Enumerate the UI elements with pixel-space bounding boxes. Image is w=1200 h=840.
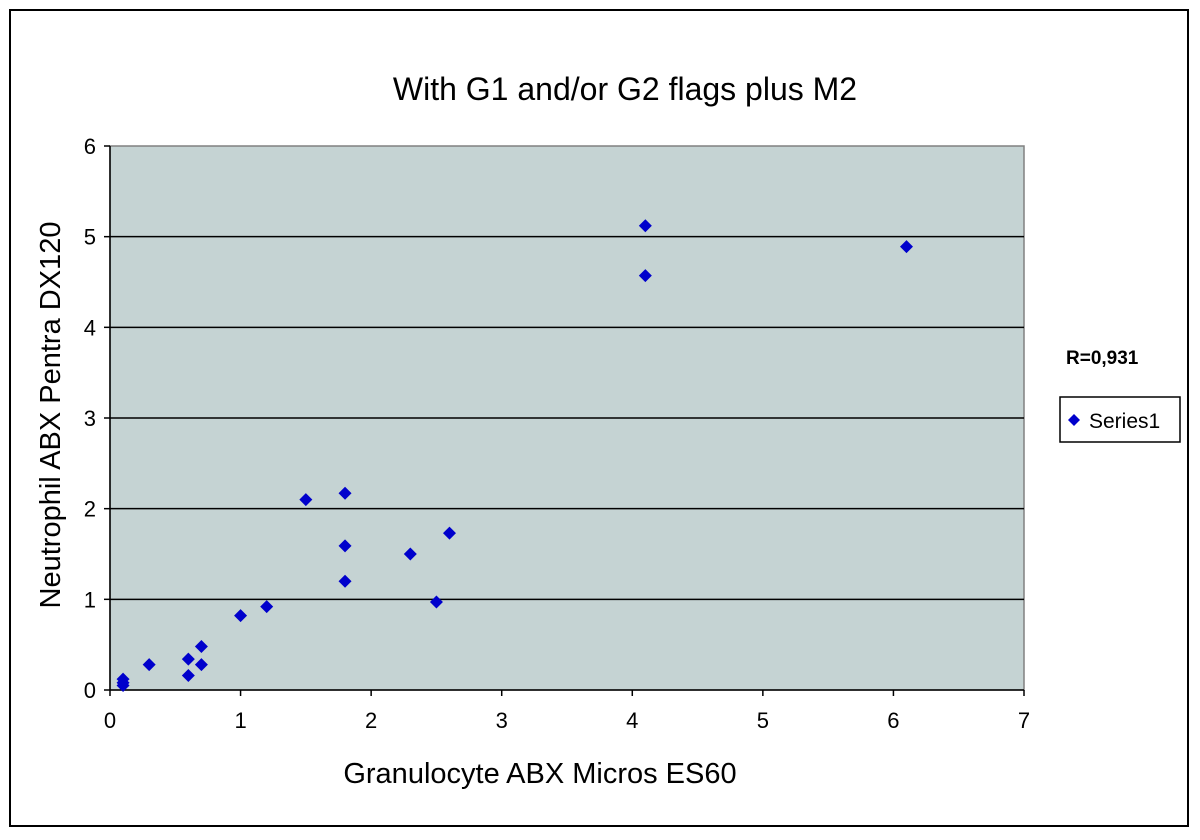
legend: Series1 bbox=[1059, 396, 1181, 443]
data-point-16 bbox=[429, 595, 443, 609]
y-tick-label: 6 bbox=[84, 134, 96, 159]
x-ticks: 0 1 2 3 4 5 6 7 bbox=[104, 690, 1030, 733]
x-axis-label: Granulocyte ABX Micros ES60 bbox=[343, 758, 736, 790]
data-point-7 bbox=[194, 658, 208, 672]
correlation-annotation: R=0,931 bbox=[1066, 348, 1139, 369]
data-point-15 bbox=[403, 547, 417, 561]
legend-box bbox=[1059, 396, 1181, 443]
data-point-9 bbox=[234, 609, 248, 623]
x-tick-label: 2 bbox=[365, 708, 377, 733]
data-point-6 bbox=[181, 652, 195, 666]
data-point-11 bbox=[299, 493, 313, 507]
x-tick-label: 5 bbox=[757, 708, 769, 733]
x-tick-label: 1 bbox=[234, 708, 246, 733]
y-tick-label: 1 bbox=[84, 587, 96, 612]
y-axis-label: Neutrophil ABX Pentra DX120 bbox=[35, 222, 67, 609]
data-point-19 bbox=[638, 269, 652, 283]
data-point-3 bbox=[116, 672, 130, 686]
chart-title: With G1 and/or G2 flags plus M2 bbox=[393, 71, 857, 107]
data-point-4 bbox=[142, 658, 156, 672]
data-point-13 bbox=[338, 539, 352, 553]
data-point-18 bbox=[638, 219, 652, 233]
y-tick-label: 0 bbox=[84, 678, 96, 703]
y-tick-label: 3 bbox=[84, 406, 96, 431]
data-point-8 bbox=[194, 639, 208, 653]
x-tick-label: 0 bbox=[104, 708, 116, 733]
grid-lines bbox=[110, 235, 1024, 601]
data-points bbox=[116, 219, 913, 692]
y-ticks: 0 1 2 3 4 5 6 bbox=[84, 134, 110, 703]
data-point-17 bbox=[442, 526, 456, 540]
legend-marker-series1 bbox=[1068, 414, 1080, 426]
x-tick-label: 4 bbox=[626, 708, 638, 733]
y-tick-label: 4 bbox=[84, 315, 96, 340]
data-point-5 bbox=[181, 668, 195, 682]
data-point-10 bbox=[260, 600, 274, 614]
x-tick-label: 6 bbox=[887, 708, 899, 733]
y-tick-label: 5 bbox=[84, 225, 96, 250]
x-tick-label: 7 bbox=[1018, 708, 1030, 733]
y-tick-label: 2 bbox=[84, 497, 96, 522]
data-point-12 bbox=[338, 486, 352, 500]
data-point-14 bbox=[338, 574, 352, 588]
x-tick-label: 3 bbox=[496, 708, 508, 733]
data-point-20 bbox=[899, 240, 913, 254]
legend-label-series1: Series1 bbox=[1089, 410, 1160, 433]
